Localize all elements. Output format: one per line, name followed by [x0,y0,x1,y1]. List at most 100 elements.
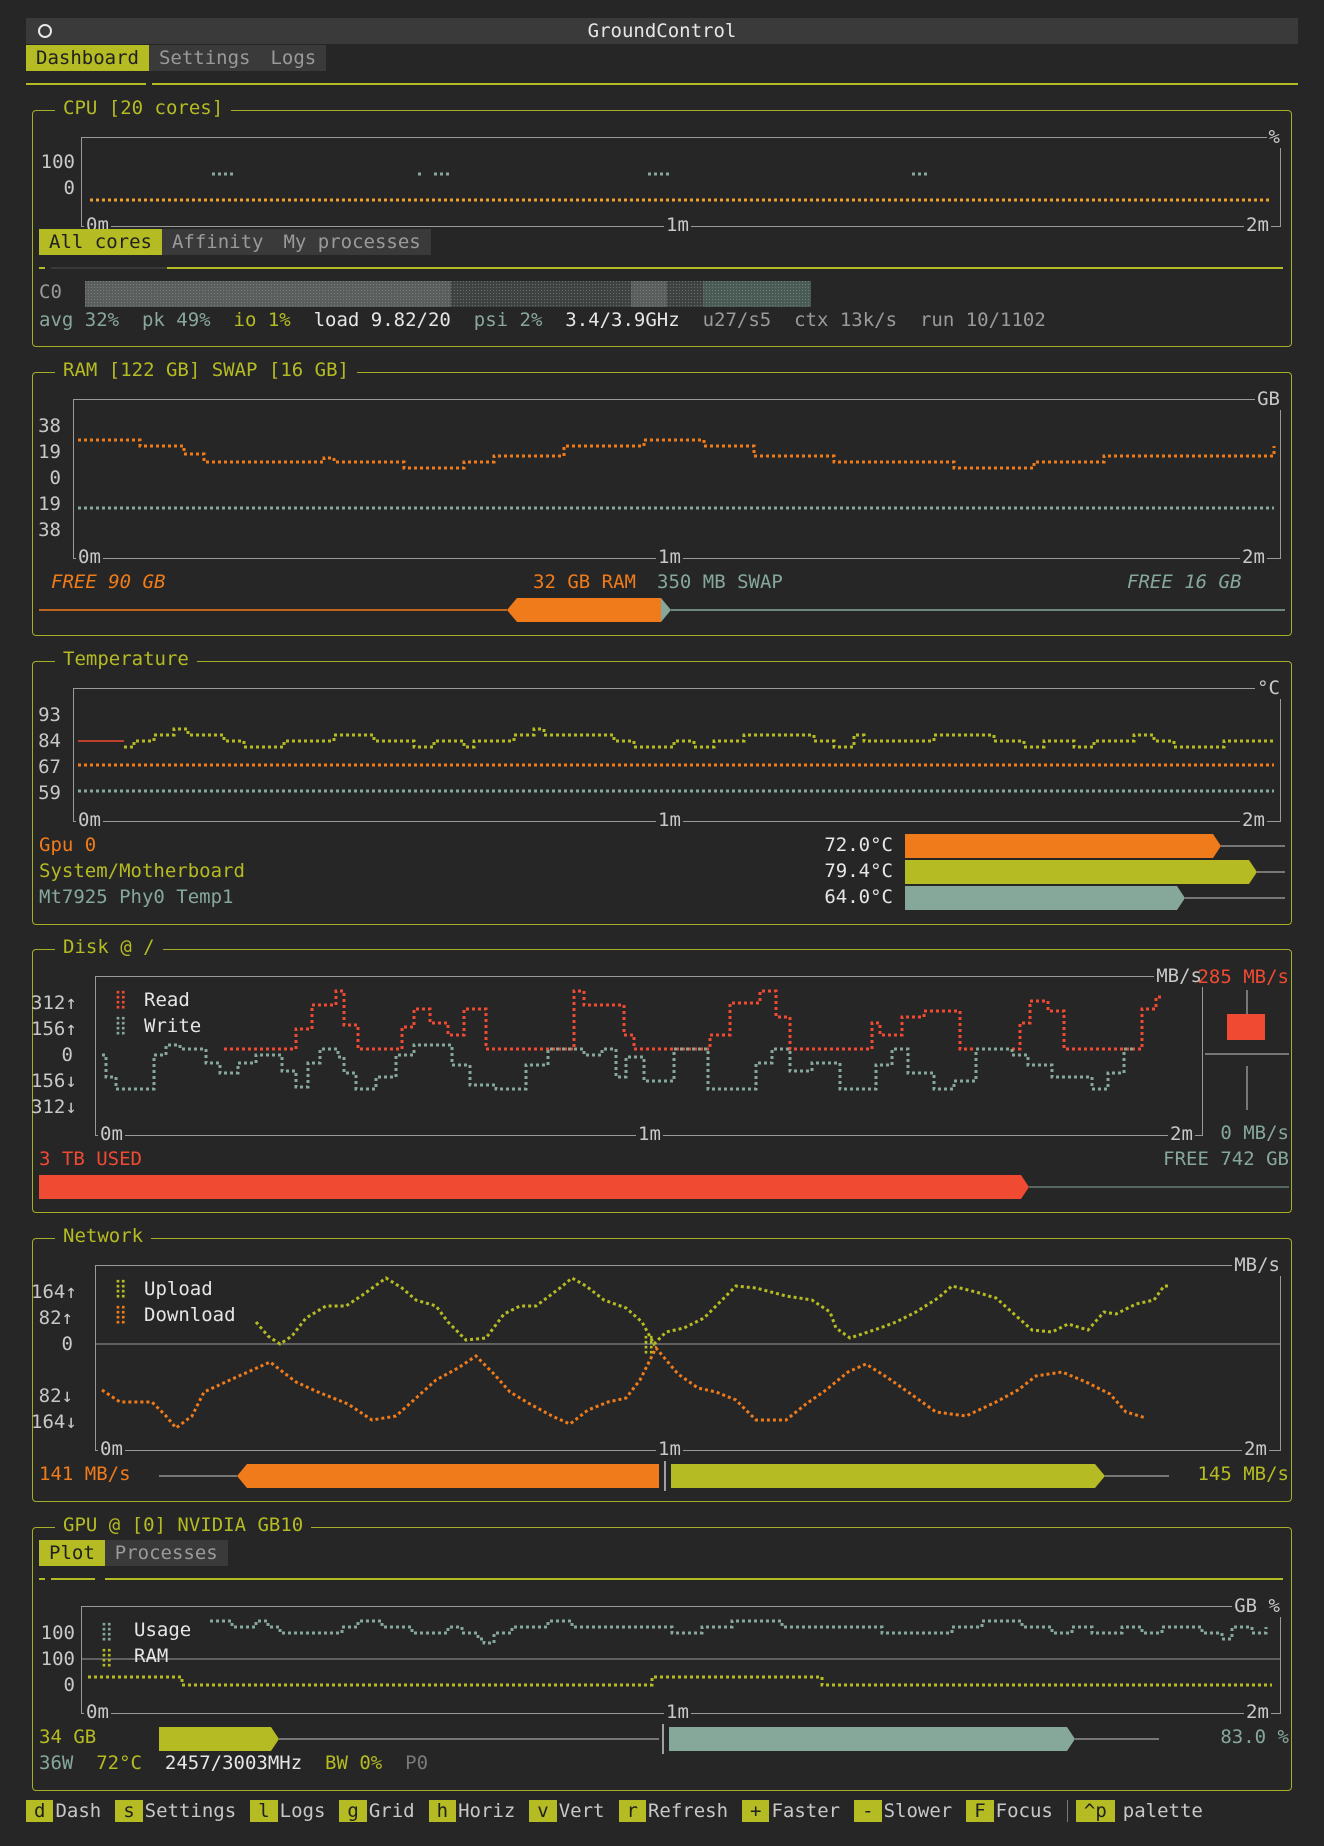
ram-y-label: 38 [38,519,61,541]
cpu-load: load 9.82/20 [313,309,451,331]
write-series [102,1043,1136,1091]
temp-y-label: 59 [38,782,61,804]
disk-panel: Disk @ / 312↑ 156↑ 0 156↓ 312↓ MB/s ⣿ ⣿ … [31,936,1292,1213]
gpu-tab-underline [39,1578,45,1580]
disk-unit: MB/s [1154,965,1204,987]
cpu-tab-underline [39,267,45,269]
shortcut-refresh[interactable]: r Refresh [618,1800,729,1822]
upload-bar [671,1464,1105,1488]
gpu-mem-bar [159,1727,279,1751]
tab-dashboard[interactable]: Dashboard [26,45,149,71]
window-circle-icon[interactable] [38,24,52,38]
x-tick-2m: 2m [1240,546,1267,568]
shortcut-faster[interactable]: + Faster [742,1800,840,1822]
ram-unit: GB [1255,388,1282,410]
shortcut-label: Grid [368,1800,415,1822]
shortcut-settings[interactable]: s Settings [115,1800,236,1822]
core-label: C0 [39,281,62,303]
gpu-tab-underline [51,1578,95,1580]
cpu-ctx: ctx 13k/s [794,309,898,331]
read-rate: 285 MB/s [1197,966,1289,988]
main-tabs: Dashboard Settings Logs [26,45,327,71]
cpu-chart [90,172,1272,202]
cpu-tabs: All cores Affinity My processes [39,229,431,255]
cpu-y-label: 0 [63,177,75,199]
upload-rate: 145 MB/s [1197,1463,1289,1485]
shortcut-label: Refresh [647,1800,729,1822]
usage-legend-label: Usage [134,1619,192,1641]
upload-legend-icon: ⣿ [114,1278,127,1299]
gpu-y-label: 100 [40,1648,75,1670]
read-legend-icon: ⣿ [114,989,127,1010]
tab-logs[interactable]: Logs [270,47,317,69]
shortcut-grid[interactable]: g Grid [339,1800,415,1822]
sensor-name: Mt7925 Phy0 Temp1 [39,886,234,908]
gpu-util: 83.0 % [1220,1726,1289,1748]
phy-temp-bar [905,886,1185,910]
disk-y-label: 312↓ [31,1096,77,1118]
ram-y-label: 19 [38,441,61,463]
shortcut-logs[interactable]: l Logs [250,1800,325,1822]
gpu-chart: ⣿ ⣿ [82,1619,1280,1687]
shortcut-vert[interactable]: v Vert [529,1800,605,1822]
x-tick-0m: 0m [76,809,103,831]
shortcut-label: Faster [771,1800,841,1822]
x-tick-0m: 0m [76,546,103,568]
gpu-tabs: Plot Processes [39,1540,228,1566]
disk-y-label: 312↑ [31,992,77,1014]
sensor-name: Gpu 0 [39,834,97,856]
shortcut-label: Slower [883,1800,953,1822]
disk-used: 3 TB USED [39,1148,142,1170]
net-y-label: 164↑ [31,1281,77,1303]
shortcut-focus[interactable]: F Focus [966,1800,1053,1822]
shortcut-palette[interactable]: ^p palette [1066,1800,1203,1822]
ram-legend-label: RAM [134,1645,169,1667]
ram-plot: GB 0m 1m 2m [73,388,1282,568]
sensor-value: 72.0°C [824,834,893,856]
shortcut-slower[interactable]: - Slower [854,1800,952,1822]
ram-y-label: 19 [38,493,61,515]
gpu-mem: 34 GB [39,1726,97,1748]
gpu-temp-bar [905,834,1221,858]
tab-settings[interactable]: Settings [158,47,251,69]
cpu-unit: % [1266,126,1282,148]
app-title: GroundControl [587,20,737,42]
sensor-value: 64.0°C [824,886,893,908]
download-legend-icon: ⣿ [114,1304,127,1325]
shortcut-key: ^p [1075,1800,1115,1822]
motherboard-temp-bar [905,860,1257,884]
shortcut-key: h [428,1800,457,1822]
swap-used-bar [661,598,671,622]
gpu-tab-divider [105,1578,1283,1580]
ram-y-label: 38 [38,415,61,437]
cpu-y-label: 100 [40,151,75,173]
tab-my-processes[interactable]: My processes [283,231,421,253]
tab-affinity[interactable]: Affinity [171,231,264,253]
shortcut-horiz[interactable]: h Horiz [428,1800,515,1822]
tab-plot[interactable]: Plot [39,1540,105,1566]
ram-legend-icon: ⣿ [100,1647,113,1668]
x-tick-0m: 0m [98,1438,125,1460]
gpu-y-label: 100 [40,1622,75,1644]
disk-title: Disk @ / [55,936,163,958]
sensor-name: System/Motherboard [39,860,245,882]
tab-processes[interactable]: Processes [114,1542,218,1564]
ram-used-line [78,438,1276,470]
disk-rate-gauge [1205,990,1289,1110]
gpu-plot: GB % ⣿ ⣿ Usage RAM 0m 1m 2m [81,1595,1282,1723]
shortcut-dash[interactable]: d Dash [26,1800,101,1822]
shortcut-key: v [529,1800,557,1822]
gpu-util-bar [669,1727,1075,1751]
write-legend-icon: ⣿ [114,1015,127,1036]
gpu-title: GPU @ [0] NVIDIA GB10 [55,1514,312,1536]
cpu-plot: % 0m 1m 2m [81,126,1282,236]
shortcut-label: Dash [55,1800,102,1822]
shortcut-label: Logs [279,1800,326,1822]
write-legend-label: Write [144,1015,202,1037]
cpu-peak: pk 49% [141,309,211,331]
cpu-psi: psi 2% [473,309,543,331]
gpu-panel: GPU @ [0] NVIDIA GB10 Plot Processes 100… [32,1514,1292,1791]
tab-all-cores[interactable]: All cores [39,229,162,255]
upload-legend-label: Upload [144,1278,213,1300]
gpu-unit: GB % [1232,1595,1282,1617]
